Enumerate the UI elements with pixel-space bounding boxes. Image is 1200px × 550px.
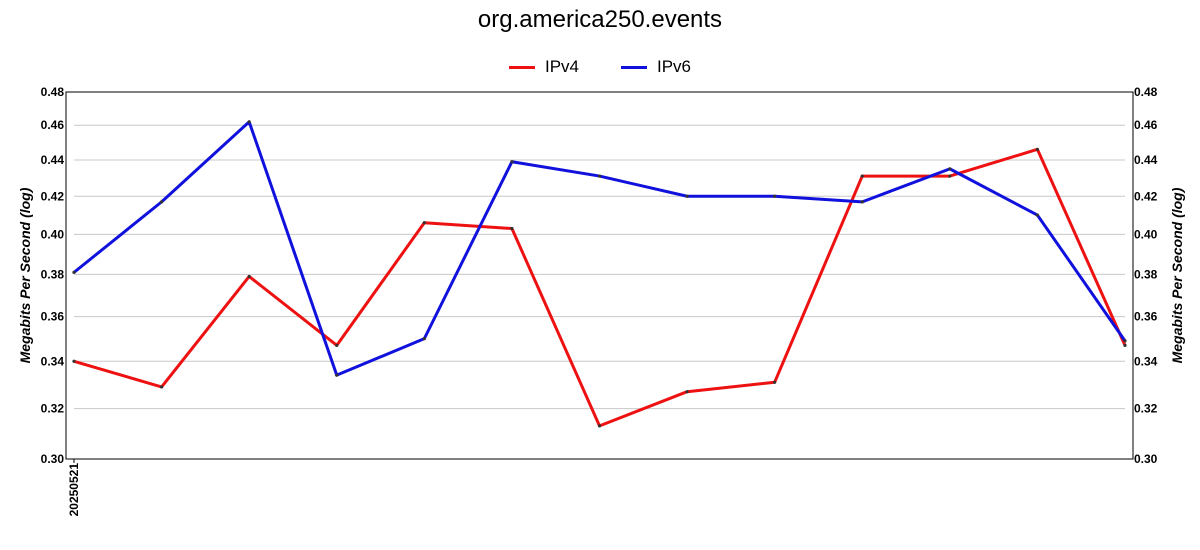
y-tick-right-2: 0.34 [1134,354,1158,368]
y-tick-right-3: 0.36 [1134,310,1158,324]
y-tick-right-6: 0.42 [1134,189,1158,203]
y-tick-left-5: 0.40 [41,227,65,241]
point-ipv4-4 [422,221,426,225]
point-ipv4-12 [1123,343,1127,347]
point-ipv4-8 [773,380,777,384]
series-line-ipv4 [73,147,1127,428]
point-ipv4-9 [860,174,864,178]
point-ipv4-11 [1035,147,1040,151]
y-tick-right-4: 0.38 [1134,267,1158,281]
y-tick-left-7: 0.44 [41,153,65,167]
point-ipv6-2 [247,120,251,124]
x-tick-label-0: 20250521 [67,463,81,517]
legend-label-ipv6: IPv6 [657,57,692,76]
point-ipv4-10 [948,174,952,178]
y-tick-left-9: 0.48 [41,85,65,99]
y-tick-left-8: 0.46 [41,118,65,132]
legend-swatch-ipv4 [508,65,535,69]
point-ipv6-5 [510,160,514,164]
legend-item-ipv4: IPv4 [508,57,579,77]
point-ipv4-6 [597,424,602,428]
y-tick-left-4: 0.38 [41,267,65,281]
point-ipv6-3 [335,373,339,377]
y-tick-left-0: 0.30 [41,452,65,466]
y-tick-right-1: 0.32 [1134,402,1158,416]
point-ipv6-1 [159,200,164,204]
point-ipv6-8 [773,194,777,198]
point-ipv4-1 [159,385,164,389]
point-ipv6-12 [1123,339,1127,343]
y-tick-right-5: 0.40 [1134,227,1158,241]
y-tick-right-9: 0.48 [1134,85,1158,99]
point-ipv6-11 [1035,213,1040,217]
y-tick-right-7: 0.44 [1134,153,1158,167]
y-tick-right-0: 0.30 [1134,452,1158,466]
y-axis-title-left: Megabits Per Second (log) [17,187,33,363]
point-ipv6-4 [422,337,426,341]
chart-title: org.america250.events [477,6,723,33]
point-ipv6-7 [685,194,689,198]
y-tick-left-3: 0.36 [41,310,65,324]
y-tick-right-8: 0.46 [1134,118,1158,132]
point-ipv4-7 [685,390,689,394]
point-ipv6-6 [597,174,602,178]
point-ipv6-0 [72,270,76,274]
point-ipv4-5 [510,226,514,231]
point-ipv6-10 [948,167,952,171]
y-tick-left-2: 0.34 [41,354,65,368]
point-ipv4-2 [247,274,251,279]
y-axis-title-right: Megabits Per Second (log) [1169,187,1185,363]
y-tick-left-6: 0.42 [41,189,65,203]
legend-swatch-ipv6 [621,65,647,69]
legend: IPv4 IPv6 [0,57,1200,77]
legend-label-ipv4: IPv4 [544,57,579,76]
point-ipv4-3 [335,343,339,347]
legend-item-ipv6: IPv6 [621,57,691,77]
y-tick-left-1: 0.32 [41,402,65,416]
plot-frame [65,91,1134,460]
point-ipv6-9 [860,200,864,204]
point-ipv4-0 [72,359,76,363]
